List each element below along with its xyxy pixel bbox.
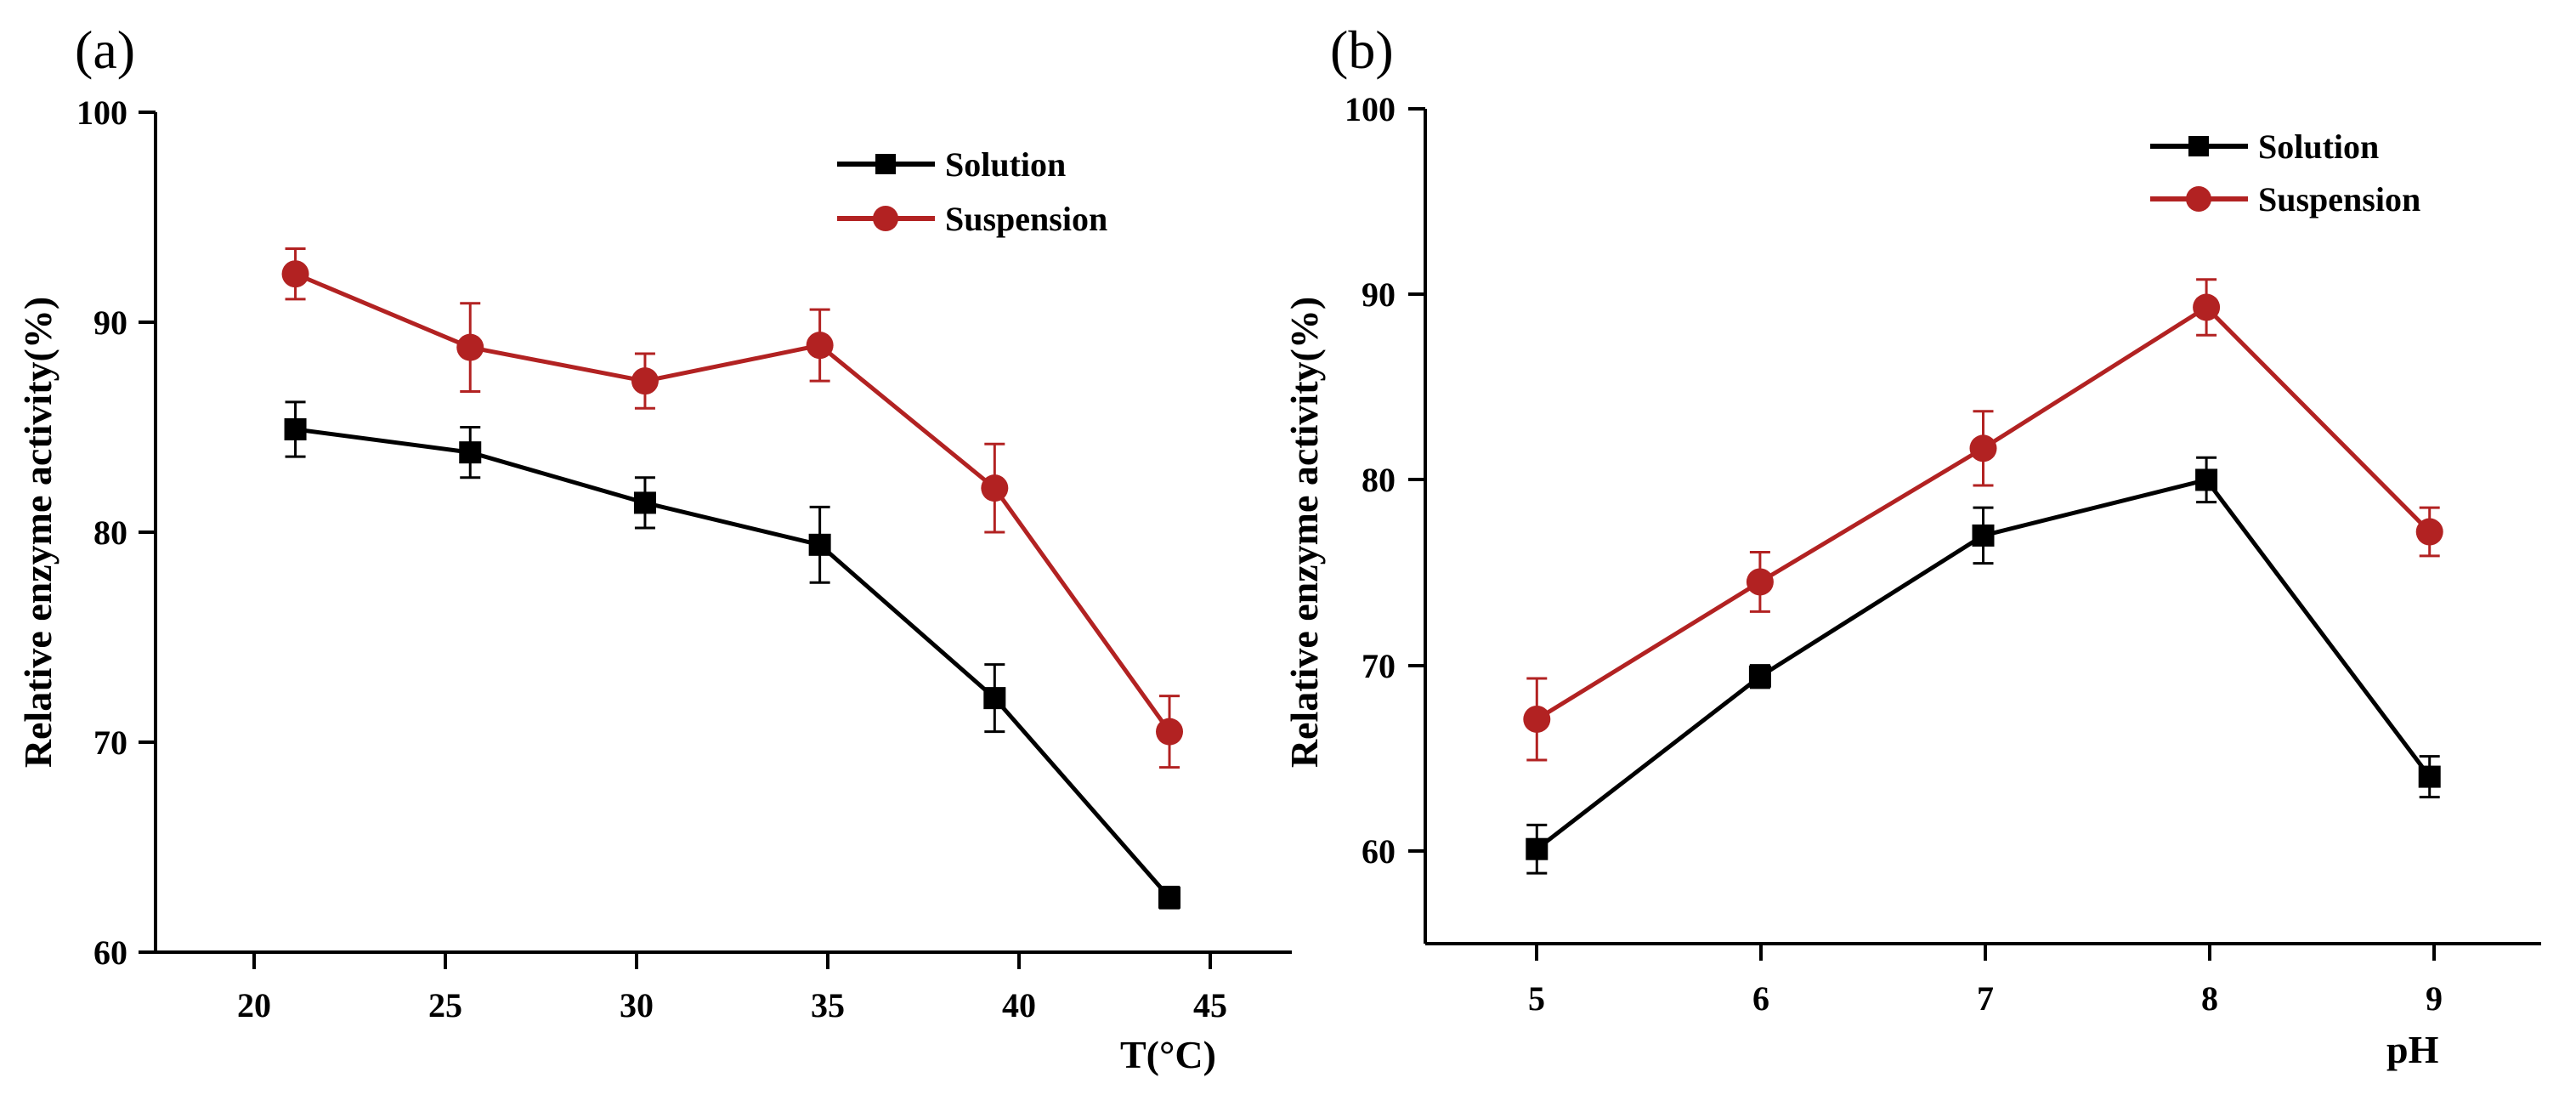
data-point-suspension bbox=[456, 333, 484, 361]
data-point-suspension bbox=[1969, 434, 1997, 462]
plot-area-b bbox=[1523, 278, 2443, 875]
series-line-suspension bbox=[294, 271, 1172, 734]
data-point-suspension bbox=[1156, 718, 1184, 746]
data-point-suspension bbox=[631, 367, 659, 395]
x-tick-label: 5 bbox=[1528, 979, 1545, 1018]
y-axis-title-b: Relative enzyme activity(%) bbox=[1282, 297, 1326, 768]
data-point-solution bbox=[983, 687, 1006, 710]
data-point-suspension bbox=[281, 260, 309, 288]
legend-b: Solution Suspension bbox=[2150, 128, 2420, 218]
legend-circle-marker bbox=[873, 206, 898, 231]
y-tick-label: 100 bbox=[76, 94, 127, 132]
legend-square-marker bbox=[875, 154, 896, 174]
x-tick-label: 6 bbox=[1752, 979, 1769, 1018]
legend-label-suspension: Suspension bbox=[945, 200, 1107, 238]
data-point-solution bbox=[2418, 765, 2441, 788]
plot-area-a bbox=[281, 247, 1184, 910]
legend-label-solution: Solution bbox=[945, 145, 1066, 184]
y-tick-label: 80 bbox=[93, 513, 127, 552]
data-point-suspension bbox=[1523, 705, 1551, 733]
y-tick-label: 70 bbox=[93, 723, 127, 762]
data-point-suspension bbox=[1746, 568, 1774, 596]
y-tick-label: 80 bbox=[1362, 461, 1396, 499]
x-tick-label: 30 bbox=[620, 986, 654, 1024]
data-point-solution bbox=[459, 441, 482, 464]
panel-label-b: (b) bbox=[1330, 20, 1394, 80]
x-tick-label: 35 bbox=[811, 986, 845, 1024]
x-tick-label: 20 bbox=[237, 986, 271, 1024]
data-point-solution bbox=[1748, 665, 1771, 688]
data-point-suspension bbox=[2415, 518, 2443, 546]
data-point-solution bbox=[808, 533, 831, 556]
y-tick-label: 90 bbox=[93, 304, 127, 342]
x-tick-label: 45 bbox=[1193, 986, 1227, 1024]
data-point-solution bbox=[1526, 837, 1548, 860]
legend-label-suspension: Suspension bbox=[2258, 180, 2420, 218]
data-point-suspension bbox=[2193, 293, 2221, 321]
x-ticks-a: 20 25 30 35 40 45 bbox=[237, 952, 1227, 1024]
y-ticks-a: 60 70 80 90 100 bbox=[76, 94, 156, 972]
data-point-solution bbox=[633, 491, 656, 514]
y-tick-label: 60 bbox=[1362, 832, 1396, 871]
x-tick-label: 9 bbox=[2426, 979, 2443, 1018]
data-point-solution bbox=[1972, 524, 1995, 547]
x-tick-label: 40 bbox=[1002, 986, 1036, 1024]
y-tick-label: 70 bbox=[1362, 647, 1396, 685]
data-point-solution bbox=[1158, 886, 1181, 909]
x-tick-label: 7 bbox=[1977, 979, 1994, 1018]
y-ticks-b: 60 70 80 90 100 bbox=[1345, 90, 1425, 871]
data-point-solution bbox=[284, 417, 307, 440]
panel-label-a: (a) bbox=[75, 20, 135, 80]
data-point-suspension bbox=[981, 474, 1009, 502]
legend-square-marker bbox=[2188, 136, 2209, 156]
data-point-solution bbox=[2195, 468, 2218, 491]
chart-temperature: (a) 60 70 80 90 100 20 25 30 35 40 bbox=[16, 20, 1292, 1076]
x-axis-title-a: T(°C) bbox=[1120, 1033, 1216, 1076]
x-axis-title-b: pH bbox=[2386, 1028, 2439, 1071]
y-tick-label: 90 bbox=[1362, 275, 1396, 314]
legend-a: Solution Suspension bbox=[837, 145, 1107, 238]
x-tick-label: 8 bbox=[2201, 979, 2218, 1018]
x-tick-label: 25 bbox=[428, 986, 462, 1024]
legend-label-solution: Solution bbox=[2258, 128, 2379, 166]
y-tick-label: 100 bbox=[1345, 90, 1396, 128]
y-axis-title-a: Relative enzyme activity(%) bbox=[16, 297, 59, 768]
legend-circle-marker bbox=[2186, 186, 2211, 212]
series-line-solution bbox=[295, 427, 1171, 899]
data-point-suspension bbox=[806, 332, 834, 360]
x-ticks-b: 5 6 7 8 9 bbox=[1528, 944, 2443, 1018]
chart-ph: (b) 60 70 80 90 100 5 6 7 8 9 pH bbox=[1282, 20, 2541, 1071]
y-tick-label: 60 bbox=[93, 933, 127, 972]
